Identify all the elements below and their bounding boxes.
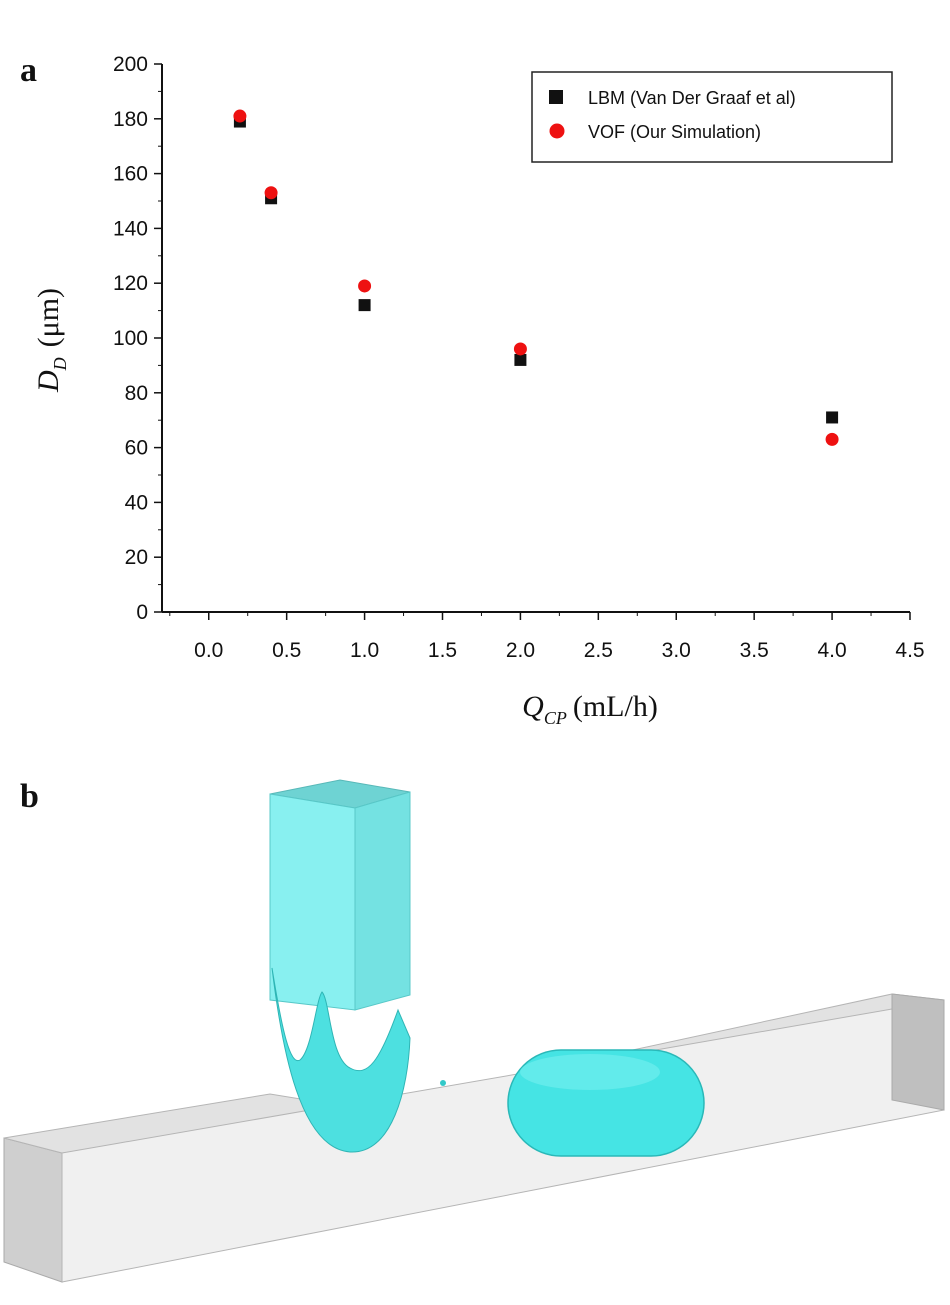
x-tick-label: 0.0 <box>194 639 223 662</box>
y-tick-label: 20 <box>125 546 148 569</box>
lbm-point <box>514 353 527 366</box>
main-channel <box>3 993 945 1283</box>
vof-point <box>264 186 278 200</box>
droplet-highlight <box>520 1054 660 1090</box>
y-tick-label: 180 <box>113 108 148 131</box>
legend: LBM (Van Der Graaf et al) VOF (Our Simul… <box>531 71 893 163</box>
channel-far-end <box>891 993 945 1111</box>
x-axis-subscript: CP <box>544 708 567 728</box>
x-tick-label: 4.0 <box>817 639 846 662</box>
x-tick-label: 3.0 <box>662 639 691 662</box>
x-axis-symbol: Q <box>522 690 544 723</box>
x-tick-label: 1.5 <box>428 639 457 662</box>
y-tick-label: 160 <box>113 163 148 186</box>
y-tick-label: 80 <box>125 382 148 405</box>
vof-point <box>358 279 372 293</box>
column-right-face <box>354 791 411 1011</box>
y-tick-label: 100 <box>113 327 148 350</box>
x-axis-unit: (mL/h) <box>573 690 658 723</box>
y-tick-label: 140 <box>113 217 148 240</box>
y-axis-unit: (μm) <box>32 288 65 347</box>
legend-label-vof: VOF (Our Simulation) <box>588 122 761 142</box>
y-axis-symbol: D <box>32 370 65 393</box>
y-tick-label: 0 <box>136 601 148 624</box>
legend-marker-vof <box>549 123 565 139</box>
chart-marks <box>233 109 839 446</box>
x-tick-label: 4.5 <box>895 639 924 662</box>
vof-point <box>513 342 527 356</box>
channel-front-face <box>61 999 945 1283</box>
y-tick-label: 60 <box>125 437 148 460</box>
x-tick-label: 2.5 <box>584 639 613 662</box>
droplet <box>507 1049 705 1157</box>
channel-end-face <box>3 1137 63 1283</box>
y-ticks: 0 20 40 60 80 100 120 140 160 180 200 <box>113 53 162 624</box>
x-tick-label: 0.5 <box>272 639 301 662</box>
svg-text:DD(μm): DD (μm) <box>32 288 70 393</box>
x-ticks: 0.0 0.5 1.0 1.5 2.0 2.5 3.0 3.5 4.0 4.5 <box>169 612 925 662</box>
legend-box <box>531 71 893 163</box>
vof-point <box>233 109 247 123</box>
legend-label-lbm: LBM (Van Der Graaf et al) <box>588 88 796 108</box>
y-tick-label: 120 <box>113 272 148 295</box>
panel-label-a: a <box>20 52 37 89</box>
lbm-point <box>358 299 371 312</box>
vof-point <box>825 432 839 446</box>
panel-label-b: b <box>20 778 39 815</box>
y-tick-label: 200 <box>113 53 148 76</box>
inlet-column <box>269 779 411 1011</box>
legend-marker-lbm <box>549 90 563 104</box>
x-tick-label: 3.5 <box>740 639 769 662</box>
x-axis-label: QCP (mL/h) <box>522 690 658 728</box>
neck-surface <box>271 967 411 1153</box>
x-tick-label: 2.0 <box>506 639 535 662</box>
column-left-face <box>269 793 356 1011</box>
y-axis-subscript: D <box>50 357 70 371</box>
satellite-droplet <box>440 1080 446 1086</box>
y-tick-label: 40 <box>125 491 148 514</box>
scatter-chart: 0 20 40 60 80 100 120 140 160 180 200 0.0 0.5 1.0 1.5… <box>32 53 925 728</box>
dispersed-phase-neck <box>271 967 411 1153</box>
y-axis-label: DD (μm) <box>32 288 70 393</box>
lbm-point <box>826 411 839 424</box>
x-tick-label: 1.0 <box>350 639 379 662</box>
